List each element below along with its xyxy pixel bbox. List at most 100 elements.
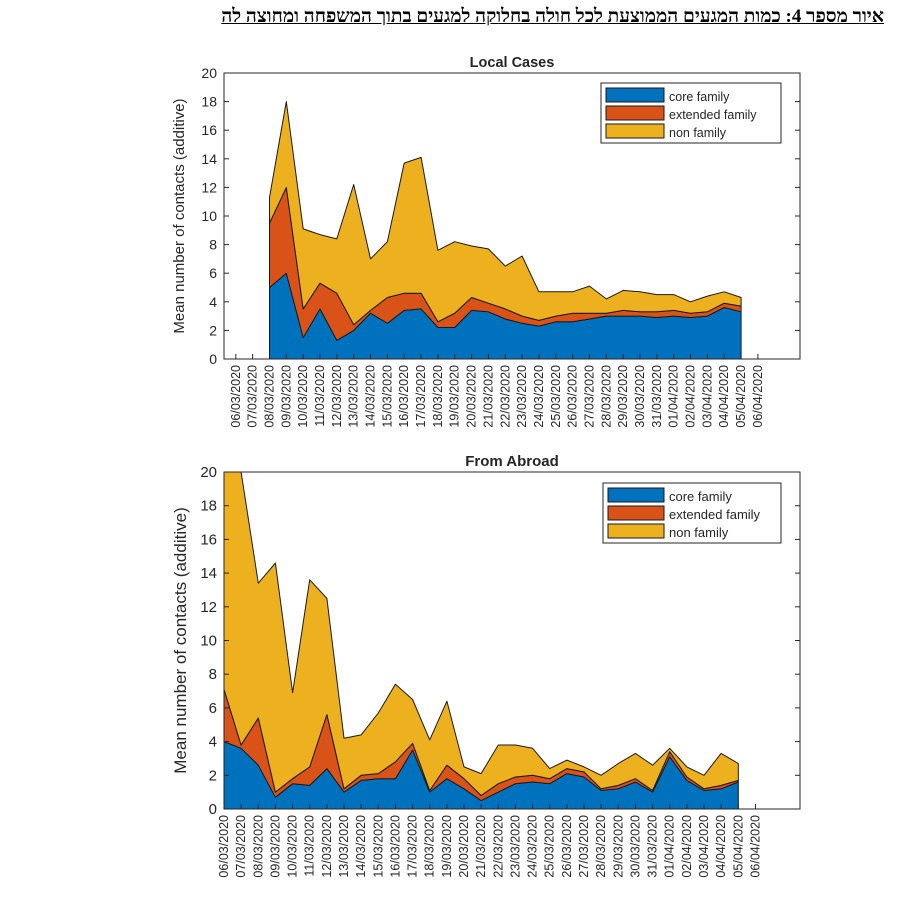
chart-0-x-tick-label: 30/03/2020: [633, 365, 647, 428]
chart-0-y-tick-label: 14: [201, 151, 217, 167]
chart-0-x-tick-label: 28/03/2020: [599, 365, 613, 428]
chart-1-y-axis-label: Mean number of contacts (additive): [171, 507, 190, 773]
chart-1-x-tick-label: 06/04/2020: [748, 815, 762, 878]
chart-0-x-tick-label: 20/03/2020: [465, 365, 479, 428]
chart-0-x-tick-label: 01/04/2020: [667, 365, 681, 428]
chart-0-x-tick-label: 12/03/2020: [330, 365, 344, 428]
chart-1-x-tick-label: 22/03/2020: [491, 815, 505, 878]
chart-0-x-tick-label: 06/04/2020: [751, 365, 765, 428]
chart-0-x-tick-label: 19/03/2020: [448, 365, 462, 428]
chart-1-legend-swatch-extended-family: [607, 505, 665, 521]
chart-1-y-tick-label: 2: [209, 767, 217, 784]
chart-1-x-tick-label: 19/03/2020: [440, 815, 454, 878]
chart-1-x-tick-label: 14/03/2020: [354, 815, 368, 878]
chart-1-x-tick-label: 26/03/2020: [560, 815, 574, 878]
chart-1-y-tick-label: 18: [200, 498, 217, 515]
chart-1-x-tick-label: 31/03/2020: [646, 815, 660, 878]
chart-1-x-tick-label: 10/03/2020: [286, 815, 300, 878]
chart-0-x-tick-label: 16/03/2020: [397, 365, 411, 428]
chart-1-x-tick-label: 04/04/2020: [714, 815, 728, 878]
chart-1-y-tick-label: 4: [209, 734, 217, 751]
chart-0-y-tick-label: 4: [209, 294, 217, 310]
chart-1-y-tick-label: 0: [209, 801, 217, 818]
chart-1-x-tick-label: 07/03/2020: [234, 815, 248, 878]
chart-0-y-tick-label: 18: [201, 94, 217, 110]
chart-0-y-tick-label: 6: [209, 265, 217, 281]
chart-1-x-tick-label: 13/03/2020: [337, 815, 351, 878]
chart-0-x-tick-label: 22/03/2020: [498, 365, 512, 428]
chart-0-x-tick-label: 08/03/2020: [262, 365, 276, 428]
chart-1-x-tick-label: 18/03/2020: [423, 815, 437, 878]
chart-0-x-tick-label: 24/03/2020: [532, 365, 546, 428]
chart-1-x-tick-label: 09/03/2020: [268, 815, 282, 878]
chart-0-legend-label-core-family: core family: [669, 90, 730, 104]
chart-0-y-tick-label: 20: [201, 65, 217, 81]
chart-0-x-tick-label: 13/03/2020: [347, 365, 361, 428]
chart-0-x-tick-label: 17/03/2020: [414, 365, 428, 428]
chart-1-title: From Abroad: [465, 453, 559, 470]
chart-0-legend-label-non-family: non family: [669, 126, 727, 140]
chart-0-x-tick-label: 11/03/2020: [313, 365, 327, 427]
chart-0-x-tick-label: 06/03/2020: [229, 365, 243, 428]
chart-0-y-tick-label: 2: [209, 322, 217, 338]
chart-1-x-tick-label: 17/03/2020: [406, 815, 420, 878]
chart-1-area-non-family: [224, 472, 739, 796]
chart-0-y-axis-label: Mean number of contacts (additive): [171, 98, 188, 333]
chart-1-x-tick-label: 30/03/2020: [628, 815, 642, 878]
chart-0-x-tick-label: 29/03/2020: [616, 365, 630, 428]
chart-0-x-tick-label: 21/03/2020: [481, 365, 495, 428]
chart-1-x-tick-label: 28/03/2020: [594, 815, 608, 878]
chart-0-area-non-family: [269, 101, 742, 326]
chart-1-legend-swatch-core-family: [607, 487, 665, 503]
chart-1-x-tick-label: 29/03/2020: [611, 815, 625, 878]
chart-0-legend-swatch-core-family: [605, 87, 665, 103]
chart-0-x-tick-label: 02/04/2020: [684, 365, 698, 428]
chart-1-y-tick-label: 14: [200, 565, 217, 582]
chart-0-x-tick-label: 26/03/2020: [566, 365, 580, 428]
chart-0-x-tick-label: 07/03/2020: [246, 365, 260, 428]
chart-1-x-tick-label: 25/03/2020: [543, 815, 557, 878]
chart-1-y-tick-label: 16: [200, 531, 217, 548]
chart-0-x-tick-label: 03/04/2020: [700, 365, 714, 428]
chart-0-y-tick-label: 8: [209, 237, 217, 253]
chart-0-x-tick-label: 18/03/2020: [431, 365, 445, 428]
chart-1-y-tick-label: 12: [200, 599, 217, 616]
chart-1-x-tick-label: 12/03/2020: [320, 815, 334, 878]
chart-0-y-tick-label: 0: [209, 351, 217, 367]
chart-0-y-tick-label: 12: [201, 179, 217, 195]
local-cases-chart: 0 2 4 6 8 10 12 14 16 18 20 06/03/2020 07/03/2020 08/…: [171, 55, 801, 428]
chart-1-legend-label-extended-family: extended family: [669, 507, 761, 522]
chart-1-x-tick-label: 11/03/2020: [303, 815, 317, 877]
chart-1-x-tick-label: 06/03/2020: [217, 815, 231, 878]
chart-0-x-tick-label: 05/04/2020: [734, 365, 748, 428]
chart-1-legend-swatch-non-family: [607, 523, 665, 539]
chart-1-x-tick-label: 08/03/2020: [251, 815, 265, 878]
chart-1-x-tick-label: 27/03/2020: [577, 815, 591, 878]
chart-0-legend-swatch-extended-family: [605, 105, 665, 121]
chart-1-x-tick-label: 15/03/2020: [371, 815, 385, 878]
chart-1-y-tick-label: 6: [209, 700, 217, 717]
chart-1-x-tick-label: 05/04/2020: [731, 815, 745, 878]
chart-0-title: Local Cases: [470, 55, 555, 71]
chart-1-y-tick-label: 10: [200, 633, 217, 650]
chart-1-x-tick-label: 23/03/2020: [508, 815, 522, 878]
from-abroad-chart: 0 2 4 6 8 10 12 14 16 18 20 06/03/2020 07/03/2020 08/…: [171, 453, 801, 878]
chart-1-x-tick-label: 01/04/2020: [663, 815, 677, 878]
figure-title: איור מספר 4: כמות המגעים הממוצעת לכל חול…: [221, 6, 884, 27]
chart-0-x-tick-label: 25/03/2020: [549, 365, 563, 428]
chart-1-x-tick-label: 16/03/2020: [388, 815, 402, 878]
chart-0-legend-swatch-non-family: [605, 123, 665, 139]
chart-1-legend-label-non-family: non family: [669, 525, 729, 540]
chart-0-y-tick-label: 10: [201, 208, 217, 224]
chart-1-y-tick-label: 8: [209, 666, 217, 683]
chart-0-x-tick-label: 27/03/2020: [582, 365, 596, 428]
chart-0-y-tick-label: 16: [201, 122, 217, 138]
chart-1-x-tick-label: 21/03/2020: [474, 815, 488, 878]
chart-0-x-tick-label: 09/03/2020: [279, 365, 293, 428]
chart-1-x-tick-label: 03/04/2020: [697, 815, 711, 878]
chart-0-x-tick-label: 04/04/2020: [717, 365, 731, 428]
chart-1-x-tick-label: 20/03/2020: [457, 815, 471, 878]
chart-0-x-tick-label: 10/03/2020: [296, 365, 310, 428]
chart-0-x-tick-label: 14/03/2020: [364, 365, 378, 428]
chart-1-x-tick-label: 02/04/2020: [680, 815, 694, 878]
